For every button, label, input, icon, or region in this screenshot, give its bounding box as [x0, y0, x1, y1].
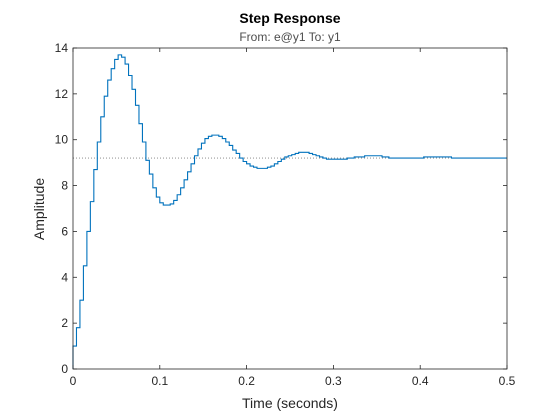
y-tick-label: 4: [61, 270, 68, 284]
x-tick-label: 0.2: [238, 374, 255, 388]
y-tick-label: 8: [61, 179, 68, 193]
y-tick-label: 0: [61, 362, 68, 376]
x-tick-label: 0.3: [325, 374, 342, 388]
axes-background: [73, 48, 507, 369]
x-ticks: 0 0.1 0.2 0.3 0.4 0.5: [70, 48, 516, 388]
axes-box: [72, 47, 508, 370]
y-tick-label: 12: [55, 87, 69, 101]
x-tick-label: 0.1: [151, 374, 168, 388]
chart-subtitle: From: e@y1 To: y1: [239, 30, 341, 44]
y-tick-label: 6: [61, 224, 68, 238]
y-ticks: 0 2 4 6 8 10 12 14: [55, 41, 507, 376]
x-tick-label: 0: [70, 374, 77, 388]
plot-area: 0 0.1 0.2 0.3 0.4 0.5 0 2 4 6 8 10 12 14: [55, 41, 516, 388]
x-tick-label: 0.4: [412, 374, 429, 388]
chart-title: Step Response: [239, 10, 340, 26]
y-axis-label: Amplitude: [31, 178, 47, 240]
y-tick-label: 10: [55, 133, 69, 147]
x-axis-label: Time (seconds): [242, 395, 338, 411]
x-tick-label: 0.5: [499, 374, 516, 388]
step-response-line-0: [72, 54, 507, 369]
y-tick-label: 2: [61, 316, 68, 330]
series-layer: [72, 54, 507, 369]
y-tick-label: 14: [55, 41, 69, 55]
